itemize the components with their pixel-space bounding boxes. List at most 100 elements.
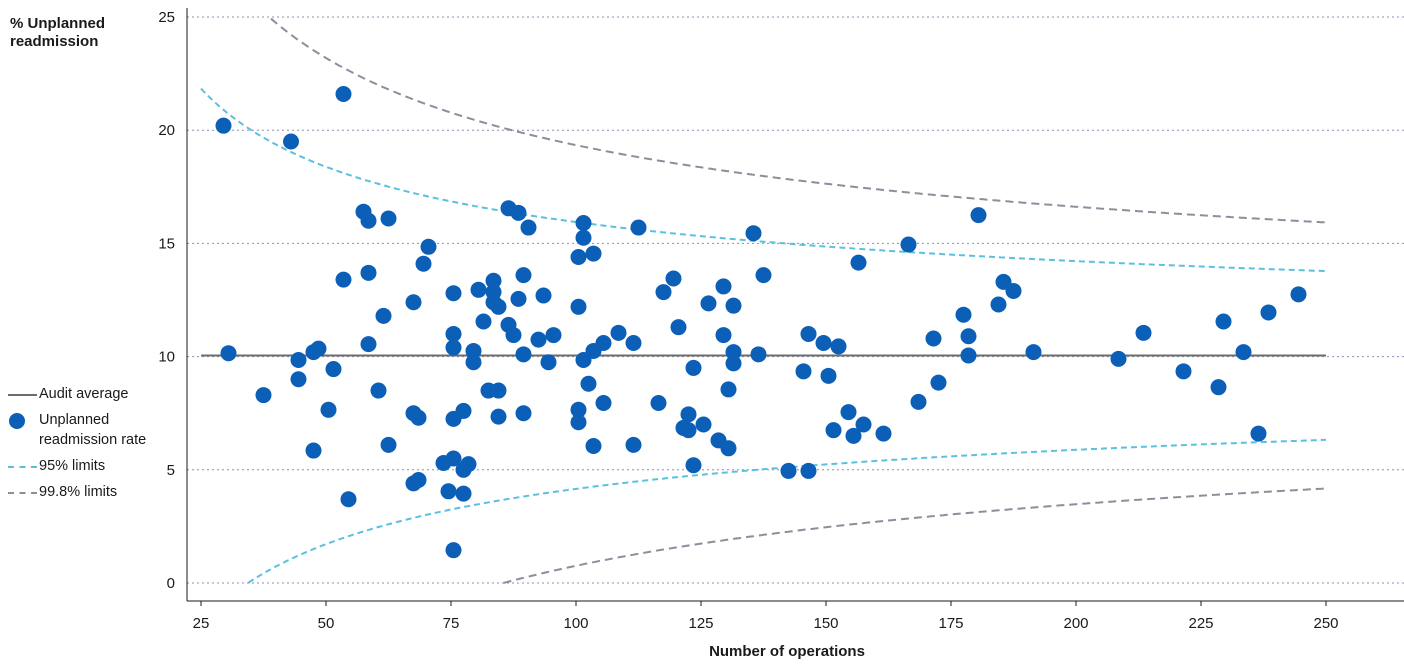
gridlines bbox=[187, 16, 1404, 584]
legend-item-95: 95% limits bbox=[8, 456, 158, 476]
data-point bbox=[1175, 363, 1192, 380]
control-limits bbox=[200, 17, 1327, 584]
data-point bbox=[220, 345, 237, 362]
legend-label: 99.8% limits bbox=[39, 484, 118, 500]
data-point bbox=[335, 85, 352, 102]
data-point bbox=[515, 405, 532, 422]
data-point bbox=[1135, 324, 1152, 341]
data-point bbox=[820, 367, 837, 384]
data-point bbox=[800, 462, 817, 479]
data-point bbox=[410, 471, 427, 488]
data-point bbox=[625, 335, 642, 352]
data-point bbox=[960, 347, 977, 364]
legend-label: 95% limits bbox=[39, 458, 106, 474]
y-tick-label: 20 bbox=[158, 122, 175, 139]
dashed-line-icon bbox=[8, 466, 37, 468]
data-point bbox=[570, 248, 587, 265]
data-point bbox=[1260, 304, 1277, 321]
x-tick-label: 175 bbox=[938, 615, 963, 632]
data-point bbox=[585, 438, 602, 455]
data-point bbox=[420, 238, 437, 255]
data-point bbox=[575, 229, 592, 246]
data-point bbox=[800, 325, 817, 342]
x-tick-label: 250 bbox=[1313, 615, 1338, 632]
data-point bbox=[650, 395, 667, 412]
data-point bbox=[755, 267, 772, 284]
data-point bbox=[360, 264, 377, 281]
data-point bbox=[655, 284, 672, 301]
data-point bbox=[930, 374, 947, 391]
data-point bbox=[540, 354, 557, 371]
data-point bbox=[910, 393, 927, 410]
data-point bbox=[505, 327, 522, 344]
legend-label: Audit average bbox=[39, 386, 129, 402]
data-point bbox=[850, 254, 867, 271]
data-point bbox=[405, 294, 422, 311]
data-point bbox=[595, 335, 612, 352]
y-axis-label: % Unplanned readmission bbox=[10, 15, 106, 50]
data-point bbox=[630, 219, 647, 236]
data-point bbox=[670, 319, 687, 336]
data-point bbox=[215, 117, 232, 134]
data-point bbox=[570, 414, 587, 431]
data-point bbox=[925, 330, 942, 347]
data-point bbox=[960, 328, 977, 345]
data-point bbox=[725, 297, 742, 314]
data-point bbox=[380, 436, 397, 453]
data-point bbox=[795, 363, 812, 380]
data-point bbox=[490, 298, 507, 315]
data-point bbox=[445, 450, 462, 467]
data-point bbox=[325, 361, 342, 378]
data-point bbox=[970, 207, 987, 224]
x-tick-labels: 25 50 75 100 125 150 175 200 225 250 bbox=[193, 601, 1339, 632]
data-point bbox=[520, 219, 537, 236]
data-point bbox=[530, 331, 547, 348]
data-point bbox=[380, 210, 397, 227]
data-point bbox=[305, 442, 322, 459]
data-point bbox=[335, 271, 352, 288]
limit-95-lower-line bbox=[247, 438, 1327, 584]
data-point bbox=[990, 296, 1007, 313]
data-point bbox=[745, 225, 762, 242]
data-point bbox=[445, 339, 462, 356]
data-point bbox=[360, 212, 377, 229]
dashed-line-icon bbox=[8, 492, 37, 494]
data-point bbox=[455, 485, 472, 502]
data-point bbox=[445, 325, 462, 342]
data-point bbox=[725, 344, 742, 361]
data-point bbox=[255, 387, 272, 404]
data-point bbox=[545, 327, 562, 344]
data-point bbox=[585, 245, 602, 262]
data-point bbox=[490, 382, 507, 399]
data-point bbox=[575, 215, 592, 232]
data-point bbox=[685, 457, 702, 474]
data-point bbox=[685, 359, 702, 376]
x-tick-label: 200 bbox=[1063, 615, 1088, 632]
y-tick-label: 5 bbox=[167, 462, 175, 479]
data-point bbox=[750, 346, 767, 363]
data-point bbox=[625, 436, 642, 453]
data-point bbox=[700, 295, 717, 312]
axes bbox=[186, 8, 1404, 602]
legend-item-998: 99.8% limits bbox=[8, 482, 158, 502]
data-point bbox=[475, 313, 492, 330]
data-point bbox=[725, 355, 742, 372]
data-point bbox=[440, 483, 457, 500]
limit-99-8-lower-line bbox=[503, 487, 1327, 584]
y-tick-label: 15 bbox=[158, 235, 175, 252]
data-point bbox=[815, 335, 832, 352]
x-axis-label: Number of operations bbox=[709, 643, 865, 660]
data-point bbox=[900, 236, 917, 253]
limit-99-8-upper-line bbox=[270, 17, 1327, 224]
data-point bbox=[840, 404, 857, 421]
data-point bbox=[370, 382, 387, 399]
data-point bbox=[455, 402, 472, 419]
data-point bbox=[1290, 286, 1307, 303]
y-tick-label: 0 bbox=[167, 575, 175, 592]
x-tick-label: 125 bbox=[688, 615, 713, 632]
data-point bbox=[715, 278, 732, 295]
data-point bbox=[465, 354, 482, 371]
data-point bbox=[1110, 350, 1127, 367]
legend-item-rate: Unplanned readmission rate bbox=[8, 410, 158, 450]
